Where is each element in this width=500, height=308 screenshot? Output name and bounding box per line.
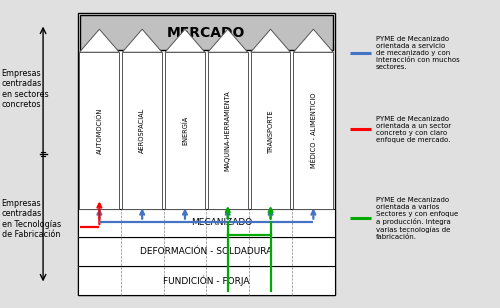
Bar	[78, 237, 335, 266]
Bar	[165, 52, 205, 209]
Text: AEROSPACIAL: AEROSPACIAL	[139, 108, 145, 153]
Bar	[80, 52, 120, 209]
Bar	[78, 266, 335, 295]
Text: MECANIZADO: MECANIZADO	[190, 218, 252, 228]
Bar	[208, 52, 248, 209]
Text: PYME de Mecanizado
orientada a varios
Sectores y con enfoque
a producción. Integ: PYME de Mecanizado orientada a varios Se…	[376, 197, 458, 240]
Text: PYME de Mecanizado
orientada a servicio
de mecanizado y con
interacción con much: PYME de Mecanizado orientada a servicio …	[376, 36, 460, 70]
Text: AUTOMOCIÓN: AUTOMOCIÓN	[96, 107, 102, 154]
Text: Empresas
centradas
en Tecnologías
de Fabricación: Empresas centradas en Tecnologías de Fab…	[2, 199, 61, 239]
Bar	[294, 52, 334, 209]
Bar	[250, 52, 290, 209]
Polygon shape	[208, 29, 248, 52]
Bar	[80, 15, 333, 50]
Text: PYME de Mecanizado
orientada a un sector
concreto y con claro
enfoque de mercado: PYME de Mecanizado orientada a un sector…	[376, 116, 451, 143]
Polygon shape	[250, 29, 290, 52]
Polygon shape	[294, 29, 334, 52]
Text: DEFORMACIÓN - SOLDADURA: DEFORMACIÓN - SOLDADURA	[140, 247, 272, 256]
Bar	[78, 13, 335, 295]
Polygon shape	[165, 29, 205, 52]
Text: MERCADO: MERCADO	[167, 26, 246, 40]
Text: Empresas
centradas
en sectores
concretos: Empresas centradas en sectores concretos	[2, 69, 48, 109]
Text: MÉDICO - ALIMENTICIO: MÉDICO - ALIMENTICIO	[310, 93, 316, 168]
Text: FUNDICIÓN - FORJA: FUNDICIÓN - FORJA	[163, 275, 250, 286]
Polygon shape	[80, 29, 120, 52]
Bar	[78, 209, 335, 237]
Polygon shape	[122, 29, 162, 52]
Text: TRANSPORTE: TRANSPORTE	[268, 109, 274, 152]
Text: MAQUINA-HERRAMIENTA: MAQUINA-HERRAMIENTA	[225, 90, 231, 171]
Bar	[122, 52, 162, 209]
Text: ENERGÍA: ENERGÍA	[182, 116, 188, 145]
